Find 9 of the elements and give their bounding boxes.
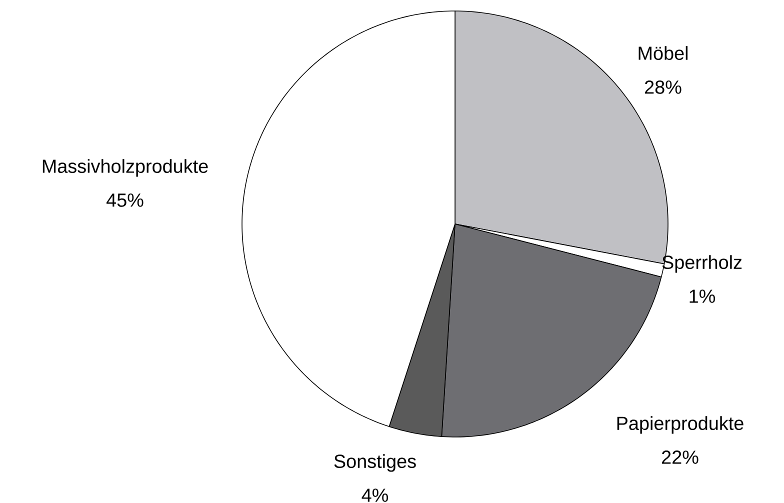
slice-label: Sonstiges <box>334 454 416 472</box>
slice-label: Möbel <box>638 46 688 60</box>
data-label: 4% <box>362 488 388 502</box>
data-label: 28% <box>645 80 682 94</box>
slice-label: Papierprodukte <box>617 416 744 434</box>
data-label: 45% <box>106 194 144 207</box>
slice-label: Massivholzprodukte <box>42 159 208 177</box>
data-label: 22% <box>662 450 698 464</box>
data-label: 1% <box>690 290 716 303</box>
